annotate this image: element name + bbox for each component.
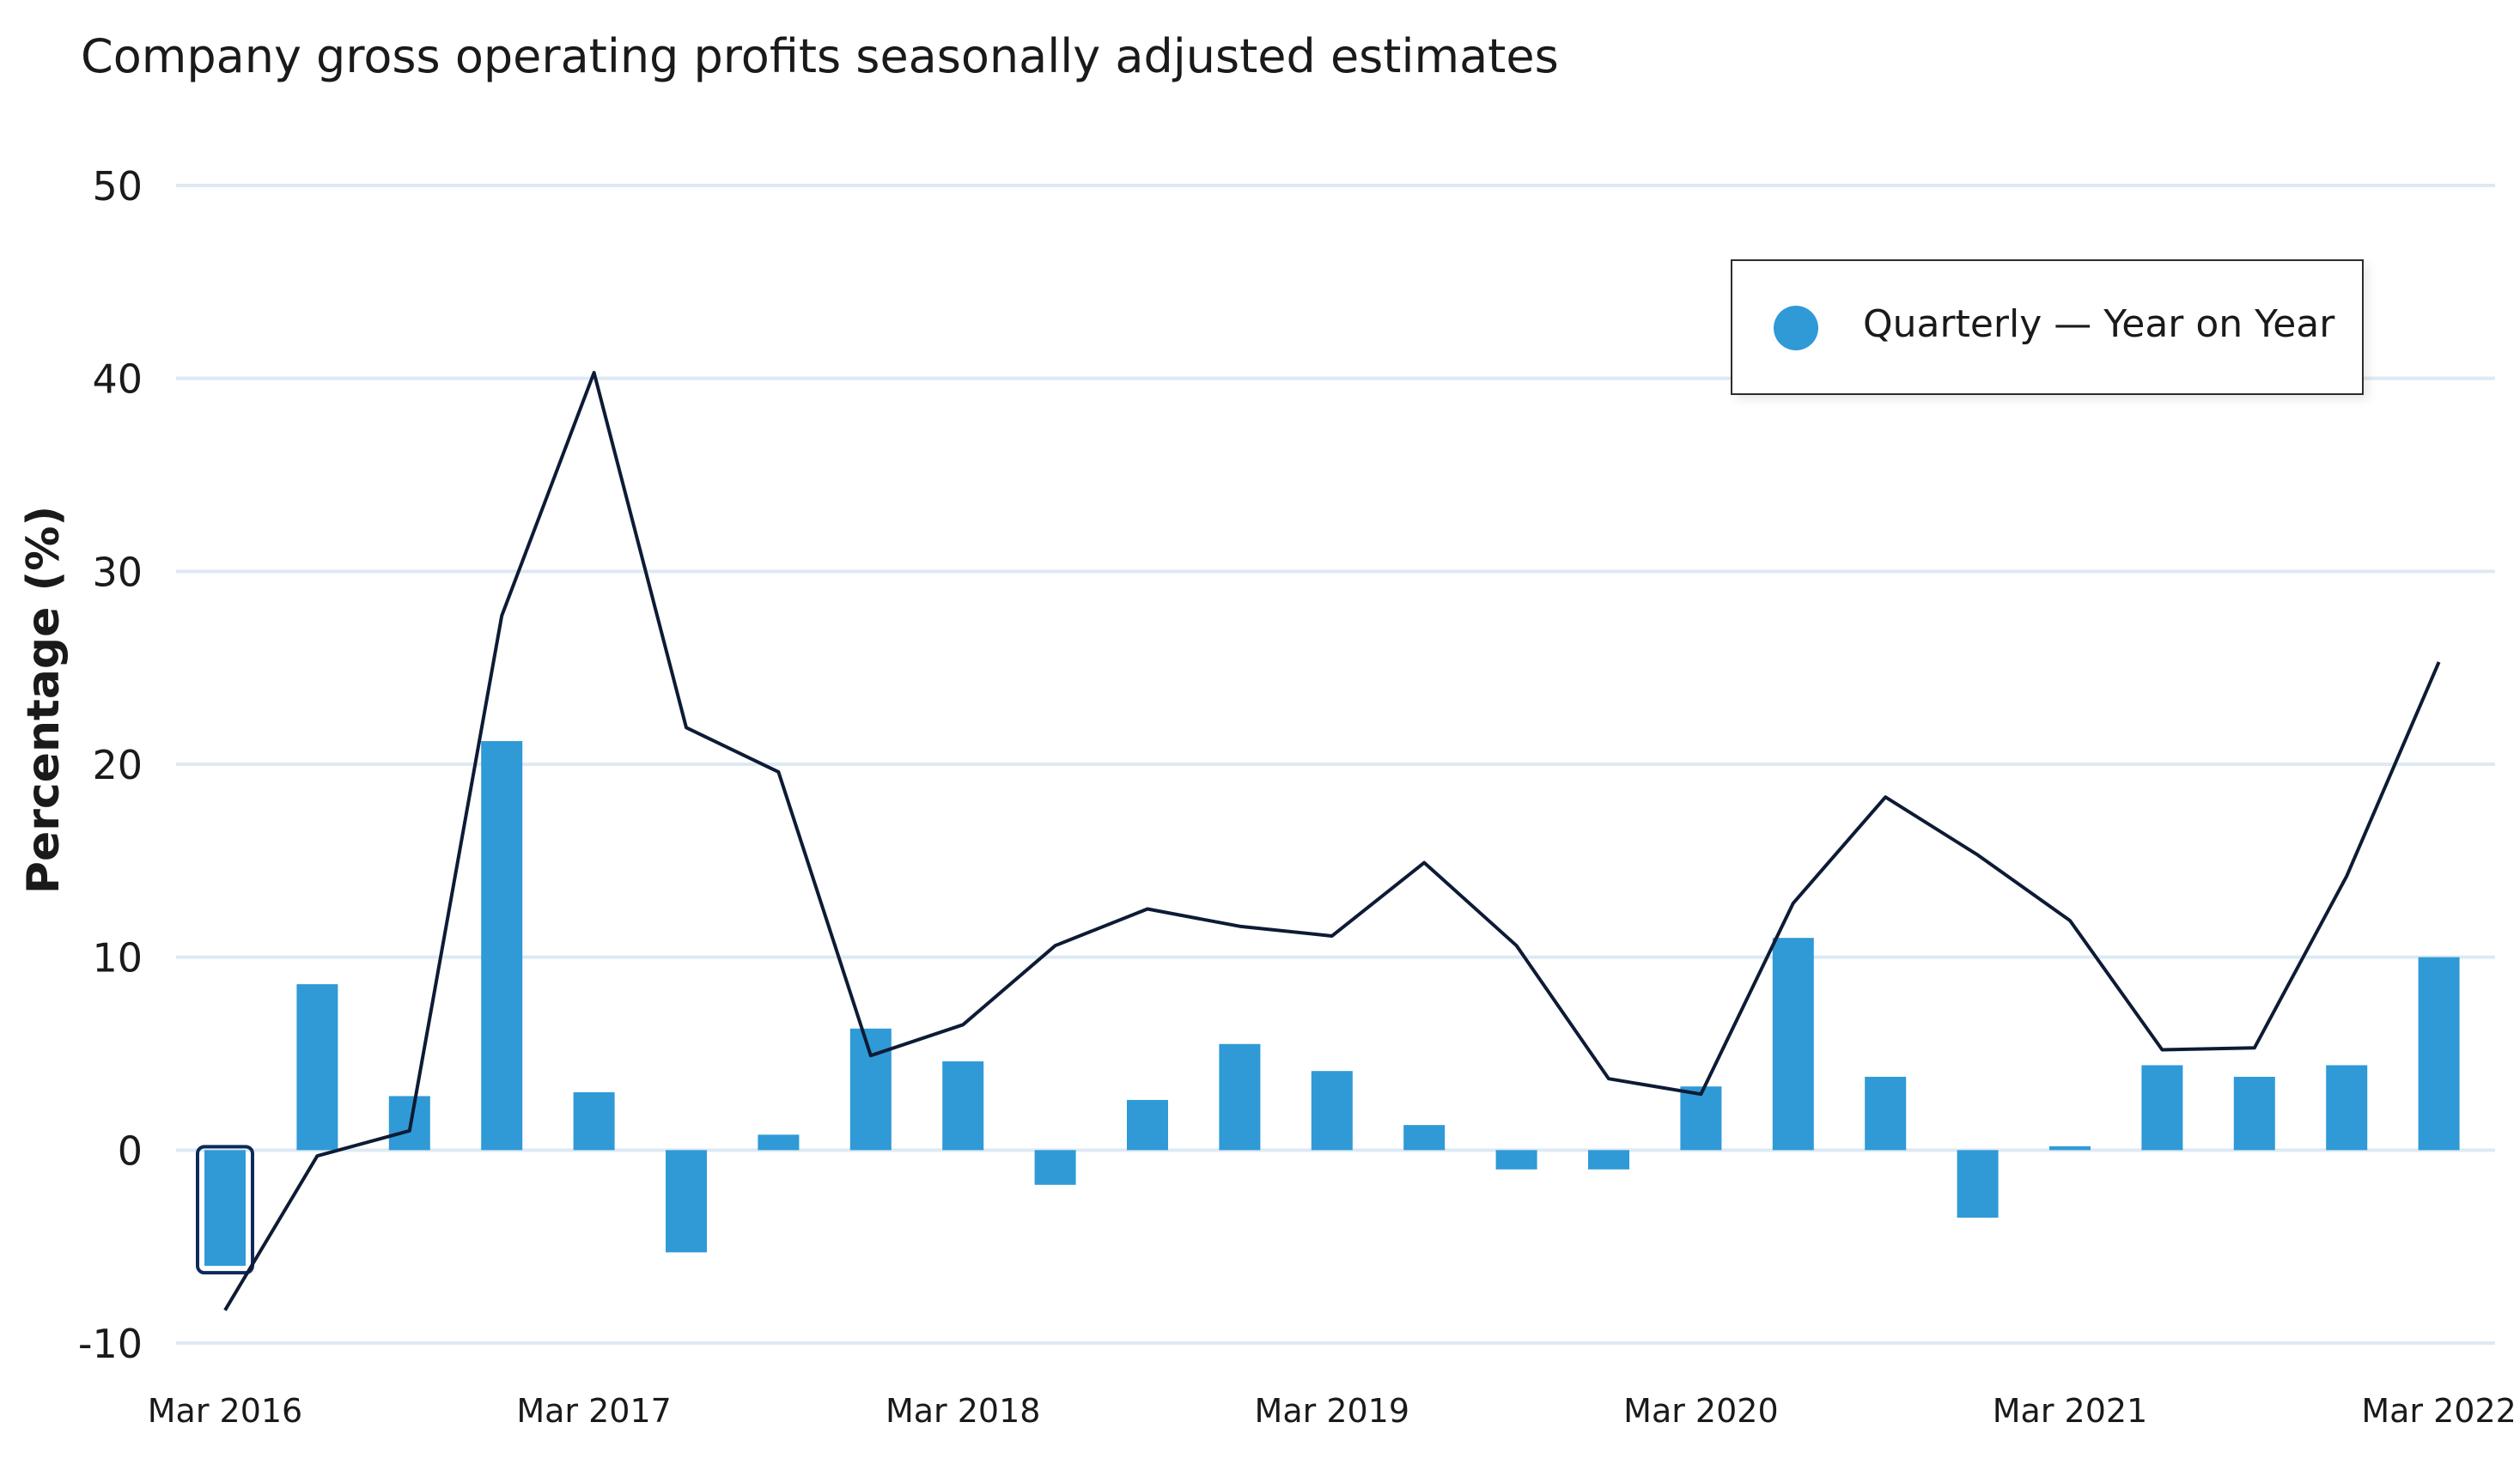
y-tick-label: 40 xyxy=(92,356,143,403)
series-line xyxy=(223,370,2441,1311)
bar xyxy=(1034,1150,1076,1185)
bar xyxy=(1495,1150,1537,1170)
y-tick-label: 30 xyxy=(92,549,143,595)
y-tick-label: 50 xyxy=(92,163,143,210)
bar xyxy=(2141,1065,2183,1151)
bar xyxy=(1865,1076,1907,1151)
bar xyxy=(204,1150,246,1267)
bar xyxy=(1127,1099,1168,1151)
bar xyxy=(1957,1150,1999,1218)
bar xyxy=(1772,938,1814,1151)
bar xyxy=(942,1061,984,1151)
y-tick-label: 0 xyxy=(118,1128,143,1174)
y-tick-label: -10 xyxy=(78,1321,143,1367)
x-tick-label: Mar 2018 xyxy=(886,1392,1040,1430)
bar xyxy=(2049,1146,2091,1151)
bar xyxy=(1311,1071,1353,1151)
y-axis-ticks: -10 0 10 20 30 40 50 xyxy=(78,163,143,1367)
bar xyxy=(573,1091,615,1151)
x-axis-ticks: Mar 2016 Mar 2017 Mar 2018 Mar 2019 Mar 2020… xyxy=(148,1392,2517,1430)
bar xyxy=(1219,1043,1261,1151)
x-tick-label: Mar 2020 xyxy=(1623,1392,1778,1430)
bar-series xyxy=(196,741,2460,1275)
legend-label: Quarterly — Year on Year xyxy=(1863,302,2335,346)
x-tick-label: Mar 2022 xyxy=(2361,1392,2516,1430)
legend: Quarterly — Year on Year xyxy=(1731,259,2364,395)
line-series xyxy=(223,370,2441,1311)
bar xyxy=(849,1028,892,1151)
bar xyxy=(758,1134,800,1151)
highlight-box xyxy=(196,1145,254,1275)
y-tick-label: 20 xyxy=(92,742,143,788)
bar xyxy=(1588,1150,1629,1170)
bar xyxy=(2418,957,2460,1151)
y-tick-label: 10 xyxy=(92,935,143,982)
x-tick-label: Mar 2017 xyxy=(516,1392,671,1430)
y-axis-label: Percentage (%) xyxy=(18,506,70,894)
bar xyxy=(296,984,338,1151)
legend-marker xyxy=(1774,306,1818,350)
bar xyxy=(666,1150,707,1253)
bar xyxy=(1403,1125,1446,1151)
chart-title: Company gross operating profits seasonal… xyxy=(81,29,1559,83)
x-tick-label: Mar 2016 xyxy=(148,1392,302,1430)
bar xyxy=(1680,1086,1722,1151)
x-tick-label: Mar 2021 xyxy=(1993,1392,2147,1430)
bar xyxy=(2326,1065,2368,1151)
x-tick-label: Mar 2019 xyxy=(1255,1392,1409,1430)
bar xyxy=(481,741,523,1151)
bar xyxy=(2233,1076,2275,1151)
